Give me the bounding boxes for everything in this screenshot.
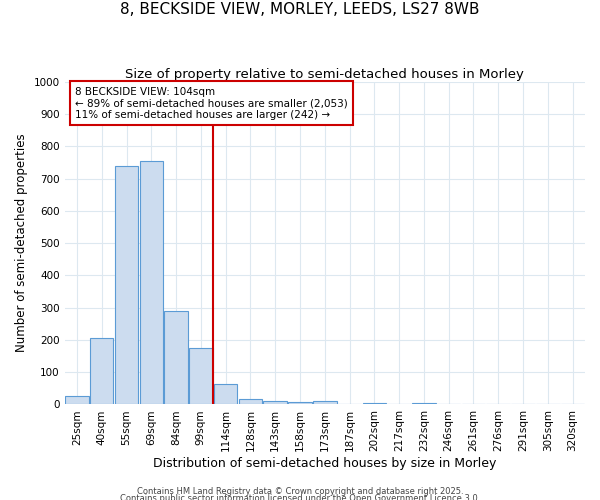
Bar <box>115 166 138 404</box>
Title: Size of property relative to semi-detached houses in Morley: Size of property relative to semi-detach… <box>125 68 524 80</box>
Bar <box>362 403 386 404</box>
Bar <box>313 401 337 404</box>
Bar <box>164 311 188 404</box>
Text: Contains public sector information licensed under the Open Government Licence 3.: Contains public sector information licen… <box>120 494 480 500</box>
Bar <box>214 384 238 404</box>
X-axis label: Distribution of semi-detached houses by size in Morley: Distribution of semi-detached houses by … <box>153 457 496 470</box>
Bar <box>90 338 113 404</box>
Bar <box>189 348 212 405</box>
Bar <box>140 161 163 404</box>
Bar <box>263 400 287 404</box>
Text: 8 BECKSIDE VIEW: 104sqm
← 89% of semi-detached houses are smaller (2,053)
11% of: 8 BECKSIDE VIEW: 104sqm ← 89% of semi-de… <box>75 86 348 120</box>
Text: Contains HM Land Registry data © Crown copyright and database right 2025.: Contains HM Land Registry data © Crown c… <box>137 487 463 496</box>
Bar <box>239 398 262 404</box>
Bar <box>65 396 89 404</box>
Bar <box>288 402 312 404</box>
Text: 8, BECKSIDE VIEW, MORLEY, LEEDS, LS27 8WB: 8, BECKSIDE VIEW, MORLEY, LEEDS, LS27 8W… <box>120 2 480 18</box>
Y-axis label: Number of semi-detached properties: Number of semi-detached properties <box>15 134 28 352</box>
